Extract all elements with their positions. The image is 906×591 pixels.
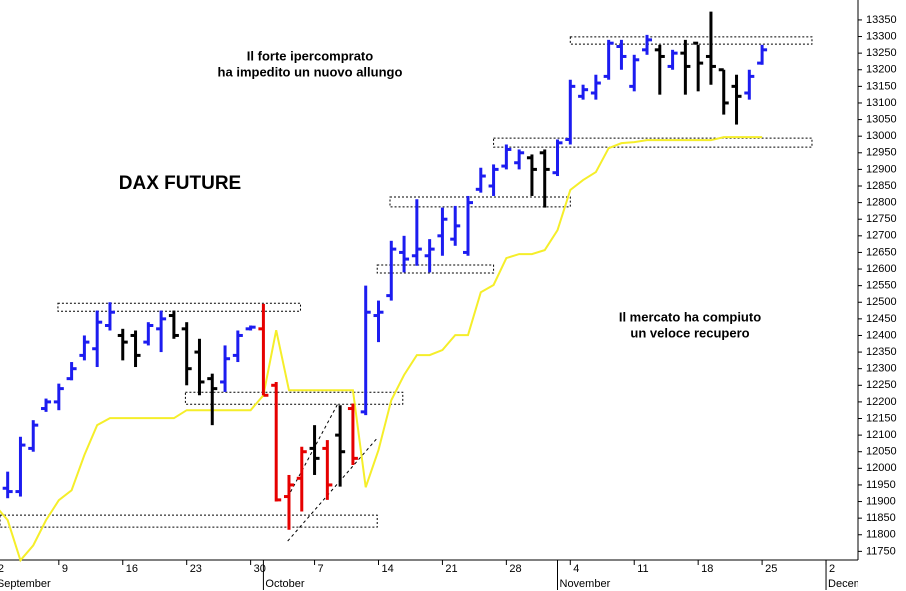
x-tick-label: 28 <box>509 563 521 575</box>
zone <box>569 36 813 45</box>
y-tick-label: 12450 <box>866 313 897 325</box>
y-tick-label: 11850 <box>866 512 896 524</box>
y-tick-label: 12400 <box>866 329 897 341</box>
x-tick-label: 2 <box>0 563 4 575</box>
x-tick-label: 30 <box>254 563 266 575</box>
y-tick-label: 12150 <box>866 412 897 424</box>
month-label: November <box>560 578 611 590</box>
channel-line <box>287 403 339 498</box>
x-tick-label: 11 <box>637 563 648 575</box>
x-tick-label: 25 <box>765 563 777 575</box>
x-tick-label: 18 <box>701 563 713 575</box>
y-tick-label: 12850 <box>866 180 897 192</box>
chart-title: DAX FUTURE <box>119 173 241 194</box>
y-tick-label: 13050 <box>866 113 897 125</box>
annotation: un veloce recupero <box>630 325 749 340</box>
x-tick-label: 7 <box>318 563 324 575</box>
y-tick-label: 12800 <box>866 197 897 209</box>
y-tick-label: 12600 <box>866 263 897 275</box>
y-tick-label: 12750 <box>866 213 897 225</box>
annotation: ha impedito un nuovo allungo <box>218 64 403 79</box>
zone <box>0 514 378 528</box>
y-tick-label: 12950 <box>866 147 897 159</box>
y-tick-label: 12000 <box>866 462 897 474</box>
month-label: October <box>265 578 304 590</box>
y-tick-label: 12650 <box>866 246 897 258</box>
y-tick-label: 12100 <box>866 429 897 441</box>
x-tick-label: 21 <box>445 563 457 575</box>
channel-line <box>287 436 379 542</box>
zone <box>57 302 301 312</box>
month-label: December <box>828 578 879 590</box>
x-tick-label: 9 <box>62 563 68 575</box>
y-tick-label: 12200 <box>866 396 897 408</box>
y-tick-label: 13000 <box>866 130 897 142</box>
zone <box>389 196 571 208</box>
y-tick-label: 12700 <box>866 230 897 242</box>
annotation: Il forte ipercomprato <box>247 48 373 63</box>
y-tick-label: 12250 <box>866 379 897 391</box>
y-tick-label: 12900 <box>866 163 897 175</box>
y-tick-label: 13300 <box>866 30 897 42</box>
y-tick-label: 13150 <box>866 80 897 92</box>
y-tick-label: 12350 <box>866 346 897 358</box>
y-tick-label: 11950 <box>866 479 896 491</box>
y-tick-label: 12550 <box>866 280 897 292</box>
plot-area: 2 9 16 23 30 7 14 21 28 4 11 18 25 2 September October N… <box>0 11 879 590</box>
y-tick-label: 13350 <box>866 14 897 26</box>
y-tick-label: 12500 <box>866 296 897 308</box>
annotation: Il mercato ha compiuto <box>619 309 761 324</box>
month-label: September <box>0 578 51 590</box>
y-tick-label: 13250 <box>866 47 897 59</box>
y-tick-label: 12050 <box>866 446 897 458</box>
y-tick-label: 13100 <box>866 97 897 109</box>
y-tick-label: 12300 <box>866 363 897 375</box>
zone <box>376 264 495 274</box>
x-tick-label: 14 <box>381 563 393 575</box>
x-tick-label: 4 <box>573 563 579 575</box>
y-tick-label: 11800 <box>866 529 896 541</box>
x-tick-label: 16 <box>126 563 138 575</box>
y-tick-label: 11750 <box>866 545 896 557</box>
x-tick-label: 2 <box>829 563 835 575</box>
y-tick-label: 11900 <box>866 495 896 507</box>
zone <box>184 391 404 405</box>
x-tick-label: 23 <box>190 563 202 575</box>
trend-line <box>0 136 763 563</box>
y-tick-label: 13200 <box>866 64 897 76</box>
